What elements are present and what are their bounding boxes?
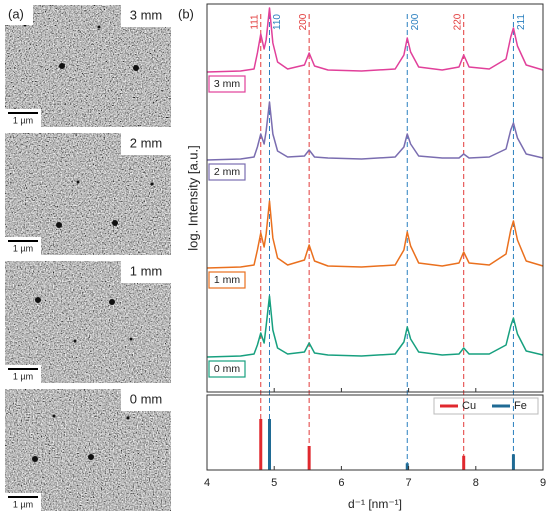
scale-label: 1 µm (13, 243, 33, 253)
panel-label-bg (5, 5, 33, 25)
x-tick-label: 9 (540, 477, 546, 489)
label-box (121, 389, 171, 411)
label-box (121, 261, 171, 283)
spectrum-line (206, 200, 544, 269)
pore (133, 65, 139, 71)
pore (97, 25, 101, 29)
series-label: 3 mm (214, 78, 241, 90)
panel-b: 111 110 200 200 220 211 0 mm 1 mm 2 mm 3 mm log. I… (178, 3, 546, 511)
spectrum-line (206, 101, 544, 161)
scale-label: 1 µm (13, 499, 33, 509)
scale-label: 1 µm (13, 371, 33, 381)
spectrum-line (206, 7, 544, 73)
pore (32, 456, 38, 462)
pore (150, 182, 154, 186)
series-label-box (208, 271, 246, 289)
series-label: 2 mm (214, 166, 241, 178)
legend-label: Fe (514, 400, 527, 412)
image-label: 0 mm (130, 391, 163, 406)
panel-a: 3 mm 1 µm 2 mm 1 µm 1 mm 1 µm 0 mm 1 µm (a) (5, 5, 171, 511)
reference-stick (267, 419, 271, 470)
x-tick-label: 7 (406, 477, 412, 489)
image-label: 1 mm (130, 263, 163, 278)
pore (76, 180, 80, 184)
series-label-box (208, 75, 246, 93)
reference-stick (259, 419, 263, 470)
reference-stick (511, 454, 515, 470)
panel-label: (b) (178, 6, 194, 21)
label-box (121, 133, 171, 155)
reference-stick (307, 446, 311, 470)
reference-label: 111 (249, 14, 260, 30)
reference-stick (405, 463, 409, 470)
reference-stick (462, 455, 466, 470)
series-label: 0 mm (214, 363, 241, 375)
reference-label: 110 (272, 14, 283, 30)
image-label: 2 mm (130, 135, 163, 150)
series-label-box (208, 163, 246, 181)
plot-frame (206, 3, 544, 393)
label-box (121, 5, 171, 27)
series-label-box (208, 360, 246, 378)
panel-label: (a) (8, 6, 24, 21)
x-tick-label: 8 (473, 477, 479, 489)
pore (112, 220, 118, 226)
reference-label: 200 (410, 13, 421, 30)
x-axis-label: d⁻¹ [nm⁻¹] (348, 497, 402, 511)
pore (73, 339, 77, 343)
y-axis-label: log. Intensity [a.u.] (185, 145, 200, 251)
plot-frame (206, 394, 544, 471)
scale-label: 1 µm (13, 115, 33, 125)
series-label: 1 mm (214, 274, 241, 286)
x-tick-label: 4 (204, 477, 210, 489)
reference-label: 200 (298, 13, 309, 30)
image-label: 3 mm (130, 7, 163, 22)
spectrum-line (206, 295, 544, 358)
pore (56, 222, 62, 228)
pore (109, 299, 115, 305)
x-tick-label: 5 (271, 477, 277, 489)
pore (35, 297, 41, 303)
pore (88, 454, 94, 460)
pore (126, 416, 130, 420)
pore (59, 63, 65, 69)
pore (52, 414, 56, 418)
pore (129, 337, 133, 341)
reference-label: 211 (516, 14, 527, 30)
legend-box (433, 397, 539, 415)
x-tick-label: 6 (338, 477, 344, 489)
legend-label: Cu (462, 400, 476, 412)
reference-label: 220 (452, 13, 463, 30)
